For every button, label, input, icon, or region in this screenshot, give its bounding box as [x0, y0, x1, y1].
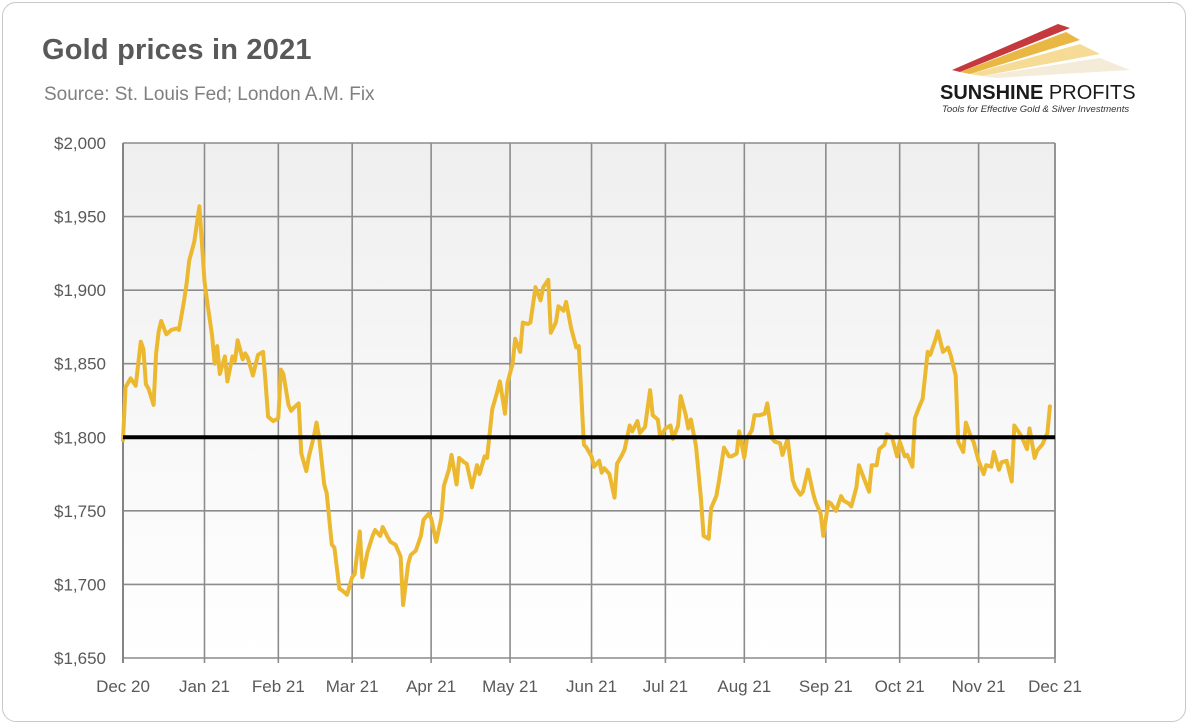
x-tick-label: Feb 21: [252, 677, 305, 696]
x-tick-label: Nov 21: [952, 677, 1006, 696]
sunshine-profits-logo: SUNSHINE PROFITS Tools for Effective Gol…: [930, 18, 1175, 118]
chart-title: Gold prices in 2021: [42, 34, 312, 66]
x-tick-label: Jan 21: [179, 677, 230, 696]
series-layer: [121, 204, 1052, 607]
gridlines: [122, 142, 1056, 663]
y-tick-label: $1,700: [54, 575, 106, 594]
logo-tagline: Tools for Effective Gold & Silver Invest…: [942, 104, 1130, 115]
y-tick-label: $1,800: [54, 428, 106, 447]
logo-swoosh-icon: [952, 24, 1130, 78]
y-axis-ticks: $1,650 $1,700 $1,750 $1,800 $1,850 $1,900 $1,9…: [54, 134, 106, 668]
x-tick-label: Sep 21: [799, 677, 853, 696]
plot-area: [123, 143, 1055, 658]
y-tick-label: $1,650: [54, 649, 106, 668]
x-tick-label: Jul 21: [643, 677, 688, 696]
x-tick-label: Dec 20: [96, 677, 150, 696]
logo-name-regular: PROFITS: [1048, 82, 1136, 104]
gold-price-series-line: [121, 204, 1052, 607]
x-axis-ticks: Dec 20 Jan 21 Feb 21 Mar 21 Apr 21 May 21 Jun …: [96, 677, 1082, 696]
logo-name: SUNSHINE PROFITS: [940, 82, 1136, 105]
y-tick-label: $1,850: [54, 355, 106, 374]
x-tick-label: Apr 21: [406, 677, 456, 696]
x-tick-label: Oct 21: [875, 677, 925, 696]
x-tick-label: May 21: [482, 677, 538, 696]
y-tick-label: $1,950: [54, 208, 106, 227]
logo-name-bold: SUNSHINE: [940, 82, 1044, 104]
x-tick-label: Mar 21: [326, 677, 379, 696]
y-tick-label: $1,750: [54, 502, 106, 521]
x-tick-label: Dec 21: [1028, 677, 1082, 696]
y-tick-label: $2,000: [54, 134, 106, 153]
chart-subtitle: Source: St. Louis Fed; London A.M. Fix: [44, 84, 375, 105]
x-tick-label: Jun 21: [566, 677, 617, 696]
y-tick-label: $1,900: [54, 281, 106, 300]
x-tick-label: Aug 21: [717, 677, 771, 696]
